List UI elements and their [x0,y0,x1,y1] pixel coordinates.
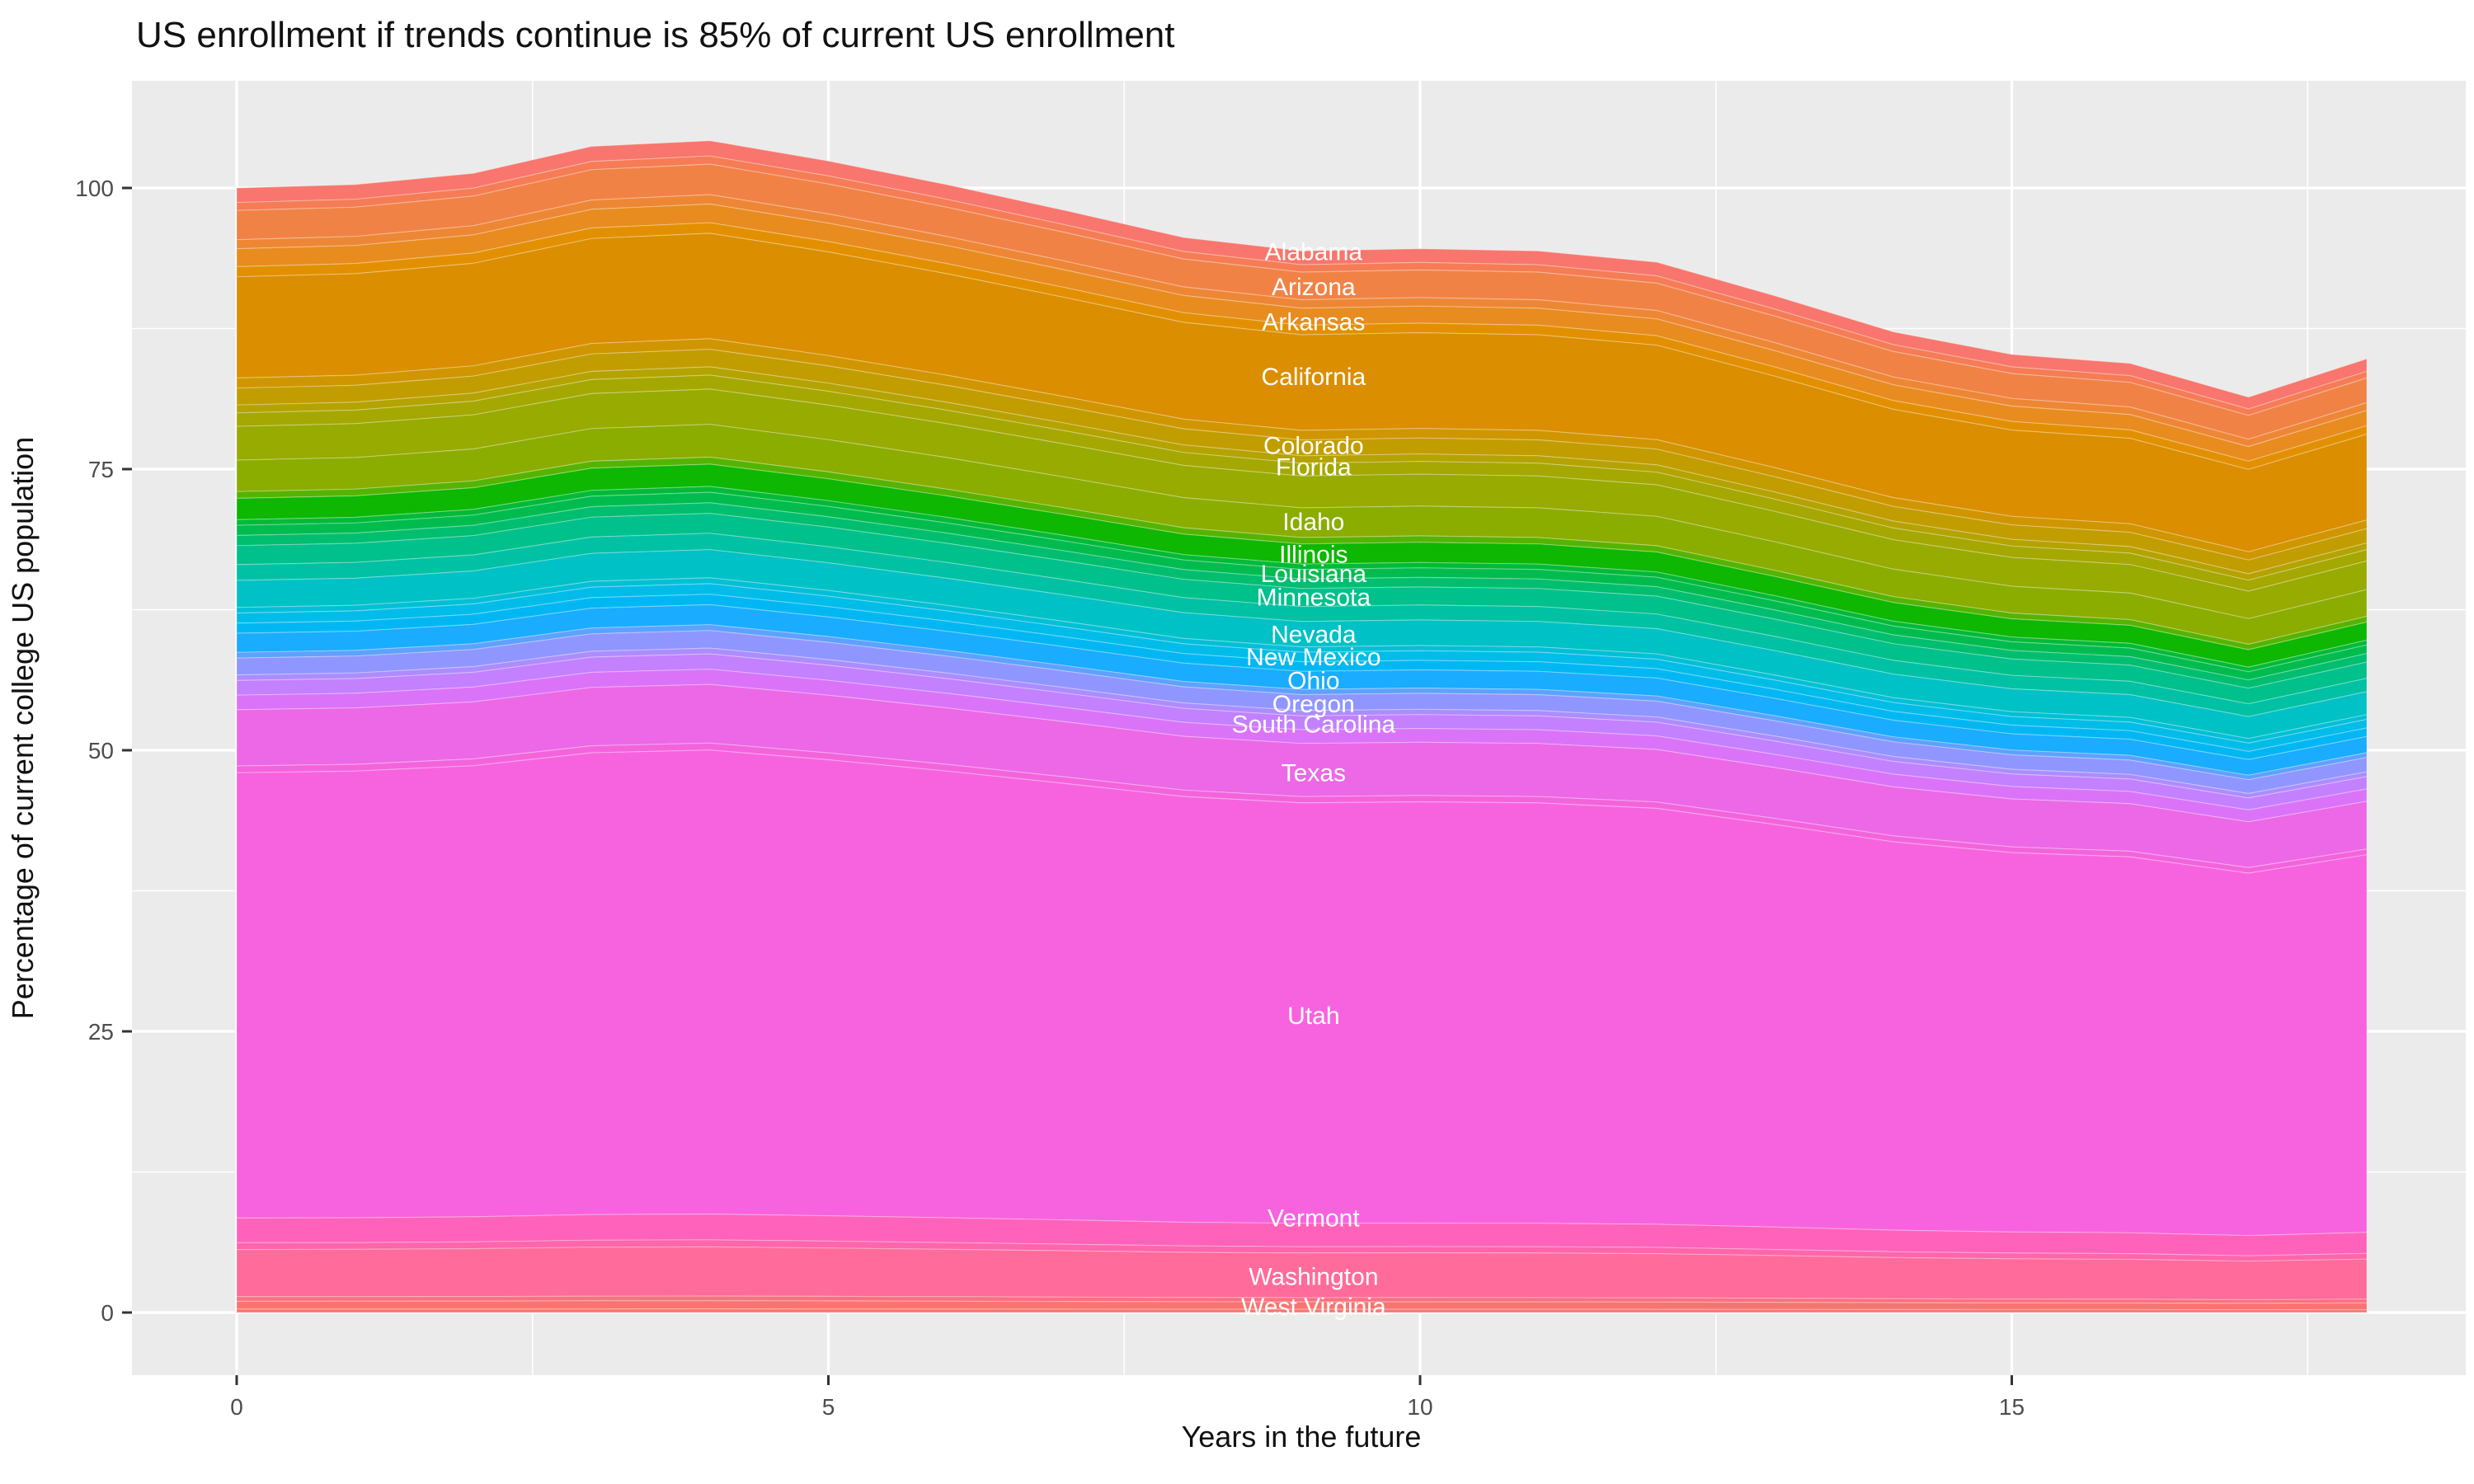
state-label-idaho: Idaho [1282,509,1344,536]
state-label-illinois: Illinois [1279,542,1348,569]
y-tick-label: 50 [88,738,114,763]
x-axis-title: Years in the future [1181,1420,1422,1453]
state-label-ohio: Ohio [1287,667,1339,694]
x-tick-label: 0 [230,1394,243,1420]
state-label-florida: Florida [1276,453,1352,481]
state-label-oregon: Oregon [1272,691,1355,718]
state-label-colorado: Colorado [1263,432,1364,459]
state-label-utah: Utah [1287,1003,1339,1030]
state-label-arizona: Arizona [1272,274,1356,301]
state-label-nevada: Nevada [1271,622,1357,649]
x-tick-label: 15 [1999,1394,2025,1420]
area-band-unlabeled-38 [236,1308,2368,1313]
y-tick-label: 75 [88,457,114,482]
state-label-alabama: Alabama [1265,239,1363,266]
state-label-vermont: Vermont [1268,1205,1360,1232]
state-label-minnesota: Minnesota [1257,584,1371,611]
state-label-louisiana: Louisiana [1261,561,1367,588]
state-label-west-virginia: West Virginia [1241,1294,1386,1321]
y-tick-label: 25 [88,1019,114,1045]
state-label-south-carolina: South Carolina [1232,711,1396,739]
x-tick-label: 10 [1407,1394,1432,1420]
y-axis-title: Percentage of current college US populat… [6,437,40,1019]
state-label-washington: Washington [1249,1263,1378,1290]
x-tick-label: 5 [822,1394,835,1420]
y-tick-label: 100 [75,176,114,201]
state-label-texas: Texas [1282,759,1346,787]
plot-title: US enrollment if trends continue is 85% … [136,15,1175,55]
state-label-arkansas: Arkansas [1262,308,1365,336]
y-tick-label: 0 [101,1300,114,1326]
state-label-california: California [1261,364,1366,391]
state-label-new-mexico: New Mexico [1246,644,1380,671]
